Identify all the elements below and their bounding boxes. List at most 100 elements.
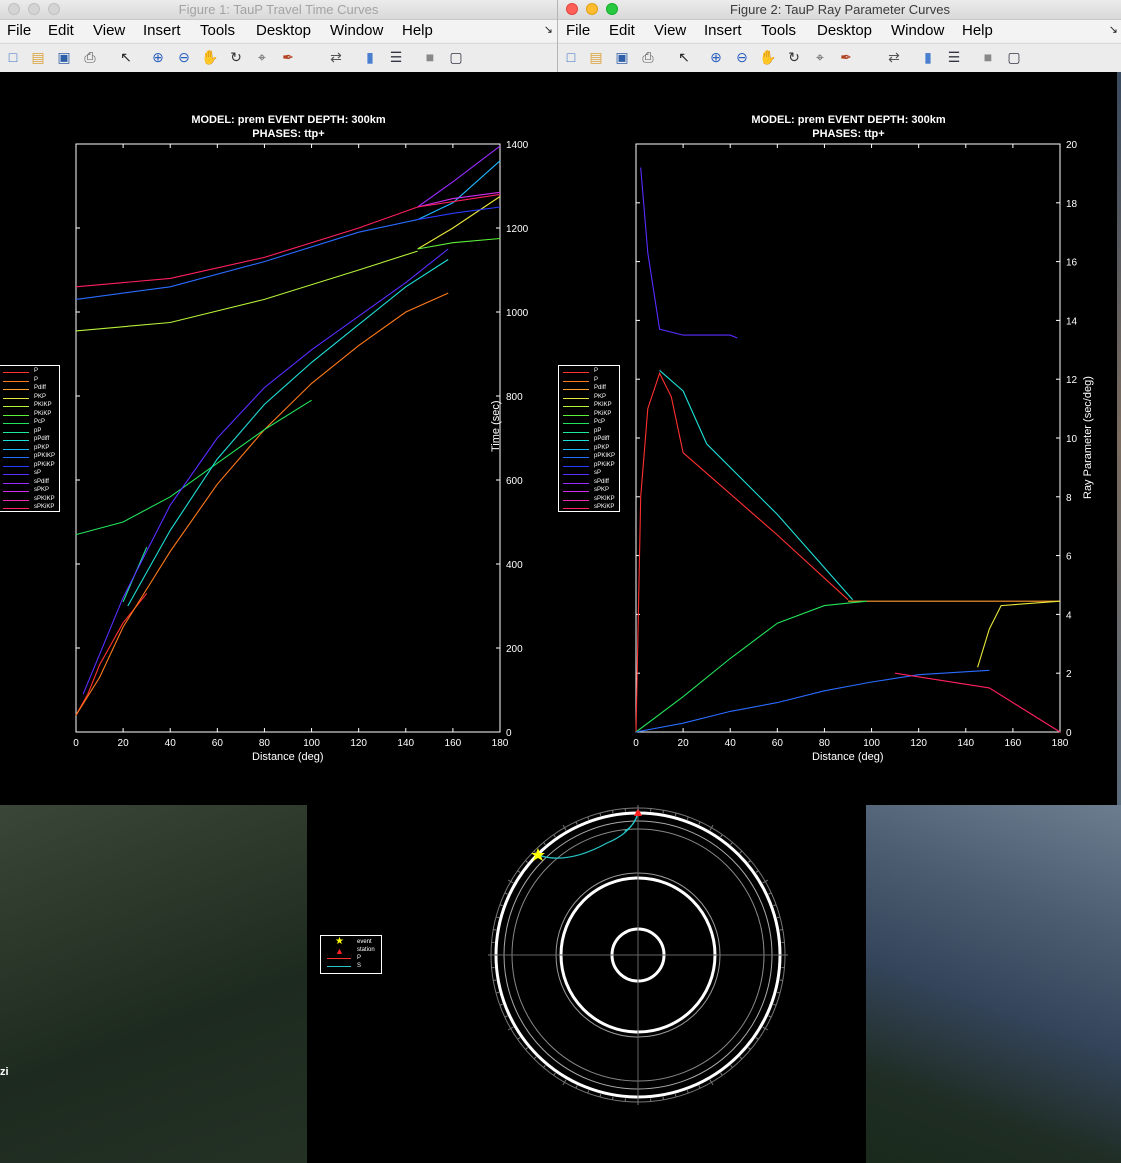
distance-tick — [730, 842, 733, 846]
y-tick-label: 14 — [1066, 316, 1078, 327]
legend-entry: pPKiKP — [0, 462, 59, 470]
pan-hand-icon[interactable]: ✋ — [759, 49, 777, 65]
insert-colorbar-icon[interactable]: ▮ — [924, 49, 932, 65]
pan-hand-icon[interactable]: ✋ — [201, 49, 219, 65]
save-icon[interactable]: ▣ — [57, 49, 71, 65]
new-figure-icon[interactable]: □ — [566, 49, 576, 65]
open-file-icon[interactable]: ▤ — [31, 49, 45, 65]
plot1-title: MODEL: prem EVENT DEPTH: 300km — [191, 114, 386, 126]
menu-help[interactable]: Help — [402, 22, 433, 39]
menu-file[interactable]: File — [566, 22, 591, 39]
insert-legend-icon[interactable]: ☰ — [389, 49, 403, 65]
legend-entry: PKP — [0, 394, 59, 402]
show-plot-tools-icon[interactable]: ▢ — [1007, 49, 1021, 65]
insert-legend-icon[interactable]: ☰ — [947, 49, 961, 65]
data-cursor-icon[interactable]: ⌖ — [258, 49, 266, 65]
legend-label: sPKiKP — [34, 504, 55, 510]
menu-view[interactable]: View — [654, 22, 687, 39]
plot1-legend[interactable]: P P Pdiff PKP PKIKP PKiKP PcP pP pPdiff pPKP pPKIK… — [0, 365, 60, 512]
show-plot-tools-icon[interactable]: ▢ — [449, 49, 463, 65]
print-icon[interactable]: ⎙ — [84, 49, 96, 65]
ray-path-legend[interactable]: ★ event ▲ station P S — [320, 935, 382, 974]
y-tick-label: 4 — [1066, 610, 1072, 621]
series-line-pcp — [75, 399, 312, 536]
legend-swatch — [563, 508, 589, 509]
travel-time-chart[interactable]: 0 20 40 60 80 100 120 140 160 1800200400600800100… — [0, 72, 557, 805]
zoom-button[interactable] — [606, 3, 618, 15]
legend-swatch — [3, 372, 29, 373]
minimize-button[interactable] — [28, 3, 40, 15]
link-plot-icon[interactable]: ⇄ — [888, 49, 900, 65]
distance-tick — [543, 842, 546, 846]
plot2-legend[interactable]: P P Pdiff PKP PKIKP PKiKP PcP pP pPdiff pPKP pPKIK… — [558, 365, 620, 512]
menu-view[interactable]: View — [93, 22, 126, 39]
edit-plot-arrow-icon[interactable]: ↖ — [678, 49, 690, 65]
distance-tick — [611, 810, 614, 814]
distance-tick — [575, 1085, 578, 1089]
series-line-sp — [82, 248, 449, 695]
x-tick-label: 160 — [445, 738, 462, 749]
menu-window[interactable]: Window — [330, 22, 384, 39]
legend-swatch — [563, 491, 589, 492]
menu-help[interactable]: Help — [962, 22, 993, 39]
y-tick-label: 1000 — [506, 308, 529, 319]
distance-tick — [686, 816, 689, 820]
legend-label: PKIKP — [594, 402, 612, 408]
insert-colorbar-icon[interactable]: ▮ — [366, 49, 374, 65]
rotate-3d-icon[interactable]: ↻ — [788, 49, 800, 65]
legend-label: pPdiff — [34, 436, 50, 442]
zoom-out-icon[interactable]: ⊖ — [736, 49, 748, 65]
legend-entry: PcP — [0, 419, 59, 427]
menu-desktop[interactable]: Desktop — [256, 22, 312, 39]
zoom-out-icon[interactable]: ⊖ — [178, 49, 190, 65]
menu-desktop[interactable]: Desktop — [817, 22, 873, 39]
brush-icon[interactable]: ✒ — [840, 49, 852, 65]
menu-edit[interactable]: Edit — [48, 22, 74, 39]
menu-overflow-icon[interactable]: ↘ — [1108, 24, 1118, 36]
distance-tick — [507, 879, 514, 884]
link-plot-icon[interactable]: ⇄ — [330, 49, 342, 65]
legend-p-label: P — [357, 955, 362, 961]
menu-insert[interactable]: Insert — [143, 22, 181, 39]
zoom-in-icon[interactable]: ⊕ — [710, 49, 722, 65]
legend-swatch — [3, 499, 29, 501]
zoom-in-icon[interactable]: ⊕ — [152, 49, 164, 65]
distance-tick — [504, 1015, 508, 1018]
y-tick-label: 2 — [1066, 669, 1072, 680]
zoom-button[interactable] — [48, 3, 60, 15]
brush-icon[interactable]: ✒ — [282, 49, 294, 65]
save-icon[interactable]: ▣ — [615, 49, 629, 65]
distance-tick — [755, 1037, 759, 1040]
distance-tick — [553, 1072, 556, 1076]
star-icon: ★ — [335, 936, 344, 947]
edit-plot-arrow-icon[interactable]: ↖ — [120, 49, 132, 65]
plot1-ylabel: Time (sec) — [490, 400, 502, 452]
plot2-subtitle: PHASES: ttp+ — [812, 128, 885, 140]
minimize-button[interactable] — [586, 3, 598, 15]
desktop-icon-label-fragment[interactable]: zi — [0, 1066, 9, 1078]
data-cursor-icon[interactable]: ⌖ — [816, 49, 824, 65]
close-button[interactable] — [566, 3, 578, 15]
ray-parameter-chart[interactable]: 0 20 40 60 80 100 120 140 160 1800246810121416182… — [557, 72, 1117, 805]
x-tick-label: 0 — [633, 738, 639, 749]
hide-plot-tools-icon[interactable]: ■ — [983, 49, 993, 65]
ray-path-earth-diagram[interactable] — [307, 805, 866, 1163]
open-file-icon[interactable]: ▤ — [589, 49, 603, 65]
new-figure-icon[interactable]: □ — [8, 49, 18, 65]
menu-edit[interactable]: Edit — [609, 22, 635, 39]
figure2-titlebar[interactable]: Figure 2: TauP Ray Parameter Curves — [558, 0, 1121, 20]
legend-label: PKP — [34, 393, 47, 400]
print-icon[interactable]: ⎙ — [642, 49, 654, 65]
figure1-titlebar[interactable]: Figure 1: TauP Travel Time Curves — [0, 0, 557, 20]
menu-file[interactable]: File — [7, 22, 32, 39]
menu-tools[interactable]: Tools — [200, 22, 236, 39]
menu-insert[interactable]: Insert — [704, 22, 742, 39]
menu-overflow-icon[interactable]: ↘ — [543, 24, 553, 36]
menu-window[interactable]: Window — [891, 22, 945, 39]
menu-tools[interactable]: Tools — [761, 22, 797, 39]
hide-plot-tools-icon[interactable]: ■ — [425, 49, 435, 65]
rotate-3d-icon[interactable]: ↻ — [230, 49, 242, 65]
distance-tick — [779, 928, 783, 931]
y-tick-label: 16 — [1066, 258, 1078, 269]
close-button[interactable] — [8, 3, 20, 15]
